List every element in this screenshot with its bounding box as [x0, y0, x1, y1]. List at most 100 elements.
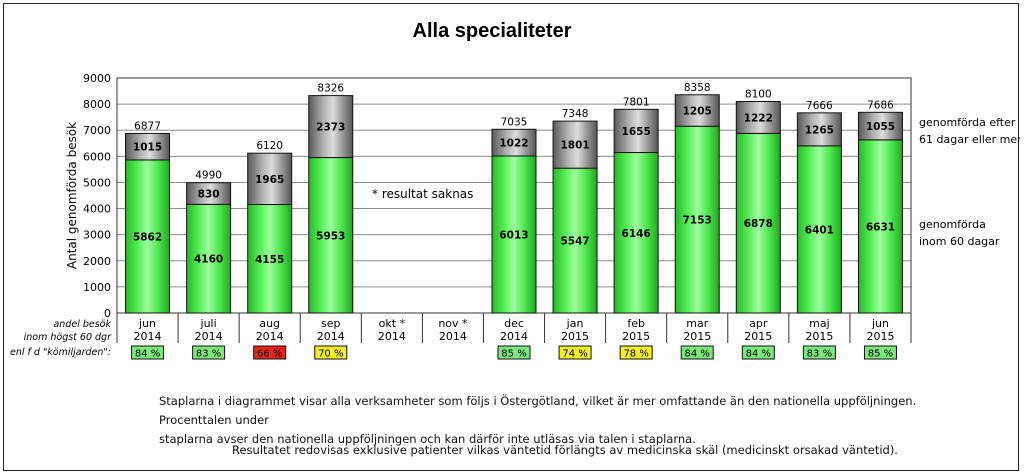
x-tick-label-year: 2014: [439, 330, 467, 343]
share-badge: [680, 345, 714, 360]
y-tick-label: 9000: [83, 72, 111, 85]
bar-within-60-days: [735, 132, 781, 314]
bar-total-label: 4990: [195, 170, 222, 182]
y-tick-label: 7000: [83, 124, 111, 137]
x-tick-label-year: 2015: [622, 330, 650, 343]
bar-after-61-days: [247, 152, 293, 206]
series-label-within-60: genomförda: [919, 218, 986, 231]
bar-after-61-days: [613, 108, 659, 154]
y-tick-label: 2000: [83, 255, 111, 268]
y-tick-label: 8000: [83, 98, 111, 111]
series-label-after-61: genomförda efter: [919, 116, 1016, 129]
bar-value-label: 7153: [683, 215, 712, 227]
bar-after-61-days: [186, 182, 232, 205]
bar-total-label: 7348: [562, 108, 589, 120]
y-tick-label: 4000: [83, 203, 111, 216]
share-badge-label: 84 %: [685, 349, 710, 360]
x-tick-label-year: 2015: [805, 330, 833, 343]
x-tick-label-year: 2014: [500, 330, 528, 343]
x-tick-label-month: sep: [321, 317, 340, 330]
y-tick-label: 5000: [83, 176, 111, 189]
row-label: inom högst 60 dgr: [24, 332, 112, 343]
x-tick-label-year: 2015: [744, 330, 772, 343]
share-badge-label: 66 %: [257, 349, 282, 360]
chart-frame: Alla specialiteter 0 1000 2000 3000 4000 5000…: [3, 3, 1020, 471]
note-line-2: staplarna avser den nationella uppföljni…: [159, 432, 696, 446]
bar-within-60-days: [613, 152, 659, 314]
share-badge-label: 84 %: [746, 349, 771, 360]
y-tick-label: 3000: [83, 229, 111, 242]
x-tick-label-month: jun: [871, 317, 889, 330]
x-tick-label-month: dec: [504, 317, 524, 330]
bar-value-label: 6401: [805, 224, 834, 236]
bar-value-label: 5862: [133, 231, 162, 243]
chart: Alla specialiteter 0 1000 2000 3000 4000 5000…: [10, 20, 1020, 360]
share-badge: [192, 345, 226, 360]
row-label: enl f d "kömiljarden":: [10, 347, 111, 358]
share-badge: [802, 345, 836, 360]
bar-value-label: 1022: [499, 138, 528, 150]
bar-value-label: 1015: [133, 142, 162, 154]
x-tick-label-month: nov *: [438, 317, 468, 330]
bar-value-label: 1801: [560, 140, 589, 152]
bar-after-61-days: [857, 111, 903, 141]
x-tick-label-year: 2015: [866, 330, 894, 343]
bar-total-label: 7801: [623, 96, 650, 108]
x-tick-label-year: 2014: [256, 330, 284, 343]
bar-within-60-days: [247, 204, 293, 314]
share-badge-label: 85 %: [501, 349, 526, 360]
bar-total-label: 6120: [256, 140, 283, 152]
bar-within-60-days: [674, 125, 720, 314]
row-label: andel besök: [53, 319, 111, 330]
share-badge: [131, 345, 165, 360]
x-tick-label-year: 2014: [195, 330, 223, 343]
bar-value-label: 6878: [744, 218, 773, 230]
y-axis-title: Antal genomförda besök: [65, 122, 79, 269]
note-line-1: Staplarna i diagrammet visar alla verksa…: [159, 394, 917, 427]
y-tick-label: 6000: [83, 150, 111, 163]
bar-total-label: 7035: [501, 116, 528, 128]
share-badge-label: 85 %: [868, 349, 893, 360]
bar-value-label: 5547: [560, 236, 589, 248]
share-badge: [253, 345, 287, 360]
share-badge: [863, 345, 897, 360]
bar-after-61-days: [125, 132, 171, 161]
bar-within-60-days: [857, 139, 903, 314]
bar-value-label: 6013: [499, 229, 528, 241]
bar-value-label: 1055: [866, 121, 895, 133]
bar-value-label: 830: [198, 189, 220, 201]
share-badge: [741, 345, 775, 360]
share-badge-label: 83 %: [196, 349, 221, 360]
x-tick-label-month: aug: [259, 317, 280, 330]
share-badge-label: 70 %: [318, 349, 343, 360]
bar-within-60-days: [552, 167, 598, 314]
bar-value-label: 4160: [194, 254, 223, 266]
share-badge: [497, 345, 531, 360]
bar-total-label: 8100: [745, 89, 772, 101]
x-tick-label-month: jan: [566, 317, 584, 330]
bar-value-label: 1265: [805, 124, 834, 136]
x-tick-label-month: juli: [200, 317, 217, 330]
series-label-within-60: inom 60 dagar: [919, 235, 1000, 248]
bar-value-label: 1965: [255, 174, 284, 186]
bar-within-60-days: [125, 159, 171, 314]
y-tick-label: 1000: [83, 281, 111, 294]
share-badge-label: 78 %: [623, 349, 648, 360]
share-badge-label: 83 %: [807, 349, 832, 360]
bar-within-60-days: [796, 145, 842, 314]
x-tick-label-month: apr: [749, 317, 768, 330]
note-line-3: Resultatet redovisas exklusive patienter…: [232, 443, 898, 457]
bar-after-61-days: [735, 101, 781, 134]
share-badge: [314, 345, 348, 360]
share-badge-label: 84 %: [135, 349, 160, 360]
bar-total-label: 7666: [806, 100, 833, 112]
bar-within-60-days: [491, 155, 537, 314]
x-tick-label-month: jun: [138, 317, 156, 330]
share-badge: [558, 345, 592, 360]
y-tick-label: 0: [104, 307, 111, 320]
bar-after-61-days: [674, 94, 720, 127]
x-tick-label-year: 2015: [683, 330, 711, 343]
bar-value-label: 1655: [622, 126, 651, 138]
x-tick-label-year: 2015: [561, 330, 589, 343]
missing-results-note: * resultat saknas: [372, 187, 473, 201]
